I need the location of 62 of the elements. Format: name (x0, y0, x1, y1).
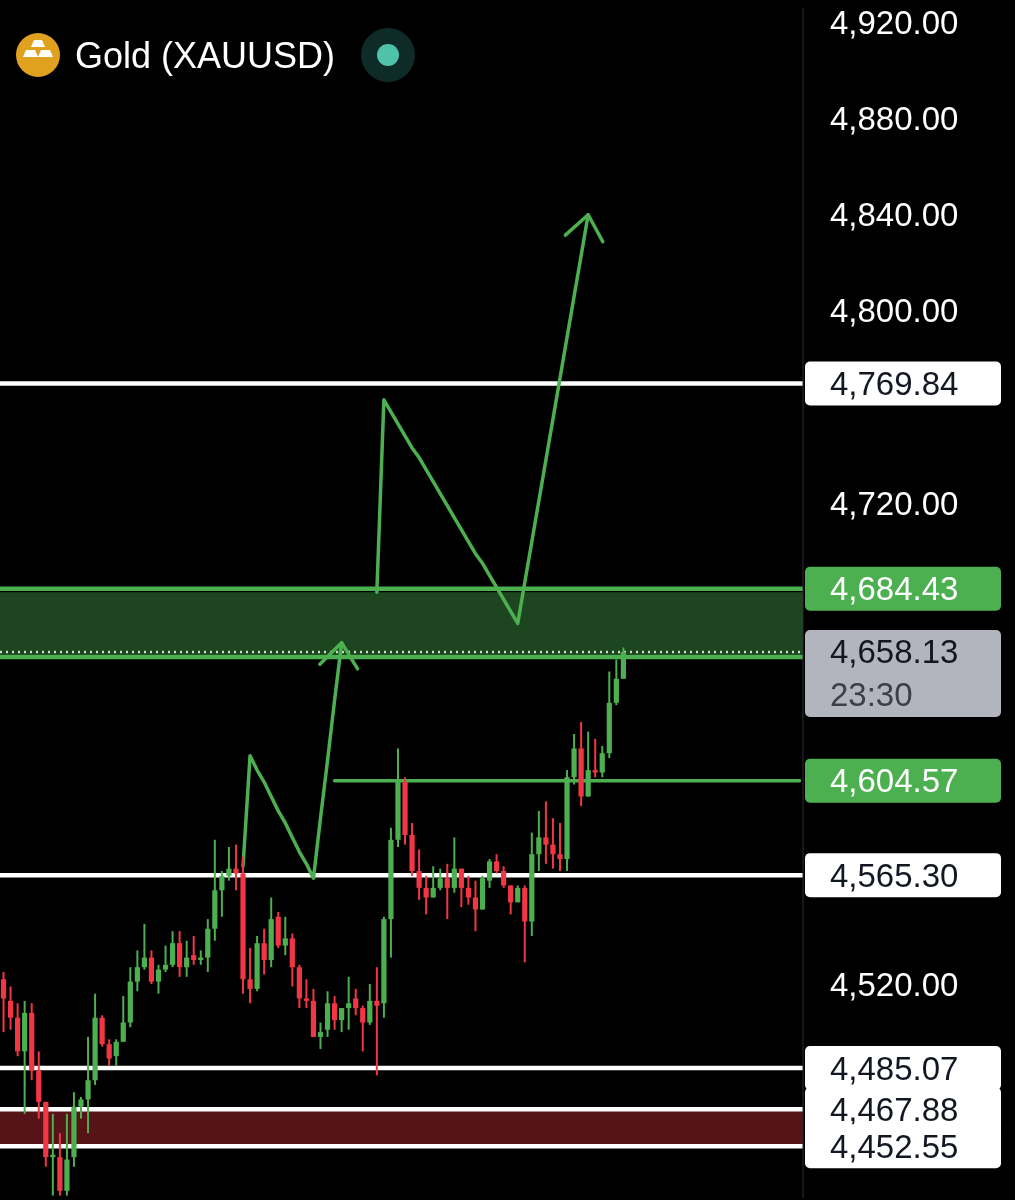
candlestick (367, 983, 373, 1026)
candlestick (219, 870, 225, 918)
candlestick (423, 874, 429, 916)
candlestick (120, 995, 126, 1043)
candlestick (226, 846, 232, 882)
candlestick (134, 949, 140, 993)
candlestick (191, 934, 197, 966)
y-tick-label: 4,880.00 (830, 100, 959, 138)
candlestick (233, 843, 239, 892)
ref-line-label: 4,485.07 (830, 1049, 959, 1087)
candlestick (550, 817, 556, 870)
candlestick (162, 944, 169, 974)
candlestick (155, 963, 162, 995)
candlestick (508, 884, 514, 916)
candlestick (141, 922, 148, 971)
candlestick (444, 862, 450, 921)
candlestick (247, 946, 253, 1005)
candlestick (7, 985, 14, 1031)
candlestick (437, 867, 443, 892)
ref-line-label: 4,467.88 (830, 1090, 959, 1128)
y-tick-label: 4,920.00 (830, 3, 959, 41)
y-tick-label: 4,720.00 (830, 484, 959, 522)
candlestick (78, 1096, 84, 1120)
candlestick (501, 865, 507, 889)
candlestick (303, 978, 310, 1010)
candlestick (317, 1021, 324, 1050)
candlestick (430, 865, 436, 899)
ref-line-label: 4,658.13 23:30 (830, 633, 959, 714)
candlestick (339, 1007, 345, 1034)
y-tick-label: 4,840.00 (830, 196, 959, 234)
candlestick (0, 971, 7, 1034)
candlestick (346, 975, 352, 1031)
candlestick (416, 848, 422, 901)
candlestick (493, 853, 500, 875)
candlestick (543, 800, 549, 865)
candlestick (282, 915, 288, 957)
candlestick (184, 939, 190, 978)
candlestick (458, 867, 464, 909)
candlestick (353, 987, 359, 1017)
candlestick (106, 1038, 112, 1067)
candlestick (536, 809, 542, 873)
candlestick (374, 966, 380, 1077)
candlestick (169, 930, 176, 969)
data-label: 4,604.57 (830, 762, 959, 800)
ref-line-label: 4,684.43 (830, 570, 959, 608)
candlestick (113, 1038, 119, 1067)
candlestick (85, 1035, 91, 1135)
candlestick (465, 874, 472, 906)
candlestick (472, 879, 479, 933)
candlestick (486, 858, 493, 889)
candlestick (557, 821, 563, 873)
y-tick-label: 4,520.00 (830, 965, 959, 1003)
candlestick (331, 995, 338, 1031)
ref-line-label: 4,565.30 (830, 856, 959, 894)
ref-line-label: 4,452.55 (830, 1127, 959, 1165)
candlestick (261, 927, 267, 976)
y-tick-label: 4,800.00 (830, 292, 959, 330)
candlestick (451, 836, 457, 894)
candlestick (599, 745, 605, 779)
candlestick (360, 1004, 366, 1053)
ref-line-label: 4,769.84 (830, 364, 959, 402)
text: Gold (XAUUSD) (75, 34, 336, 76)
